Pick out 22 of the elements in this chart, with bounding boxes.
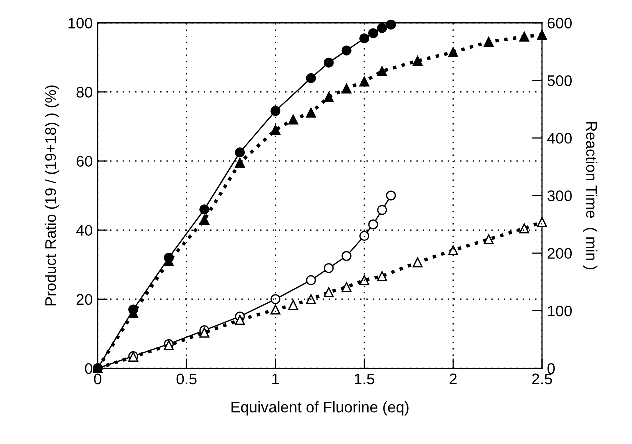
x-axis-title: Equivalent of Fluorine (eq) [232, 402, 409, 416]
y2-tick-label: 500 [548, 76, 572, 86]
y-axis-title: Product Ratio (19 / (19+18) ) (%) [45, 86, 60, 306]
y-tick-label: 80 [76, 87, 93, 98]
x-tick-label: 1.5 [355, 374, 375, 385]
y2-tick-label: 400 [547, 133, 572, 144]
y-tick-label: 60 [76, 156, 93, 167]
y-tick-label: 40 [76, 225, 93, 236]
y2-tick-label: 200 [548, 248, 572, 260]
y2-axis-title: Reaction Time ( min ) [583, 122, 598, 270]
y-tick-label: 100 [68, 18, 93, 29]
y2-tick-label: 600 [548, 18, 572, 29]
y2-tick-label: 100 [548, 306, 572, 317]
y-tick-label: 20 [76, 294, 93, 306]
y2-tick-label: 0 [548, 363, 556, 374]
x-tick-label: 0 [94, 374, 102, 385]
y2-tick-label: 300 [548, 190, 572, 202]
y-tick-label: 0 [85, 363, 92, 374]
x-tick-label: 2.5 [532, 374, 552, 385]
x-tick-label: 0.5 [176, 374, 197, 385]
x-tick-label: 1 [272, 374, 280, 384]
x-tick-label: 2 [450, 374, 457, 384]
